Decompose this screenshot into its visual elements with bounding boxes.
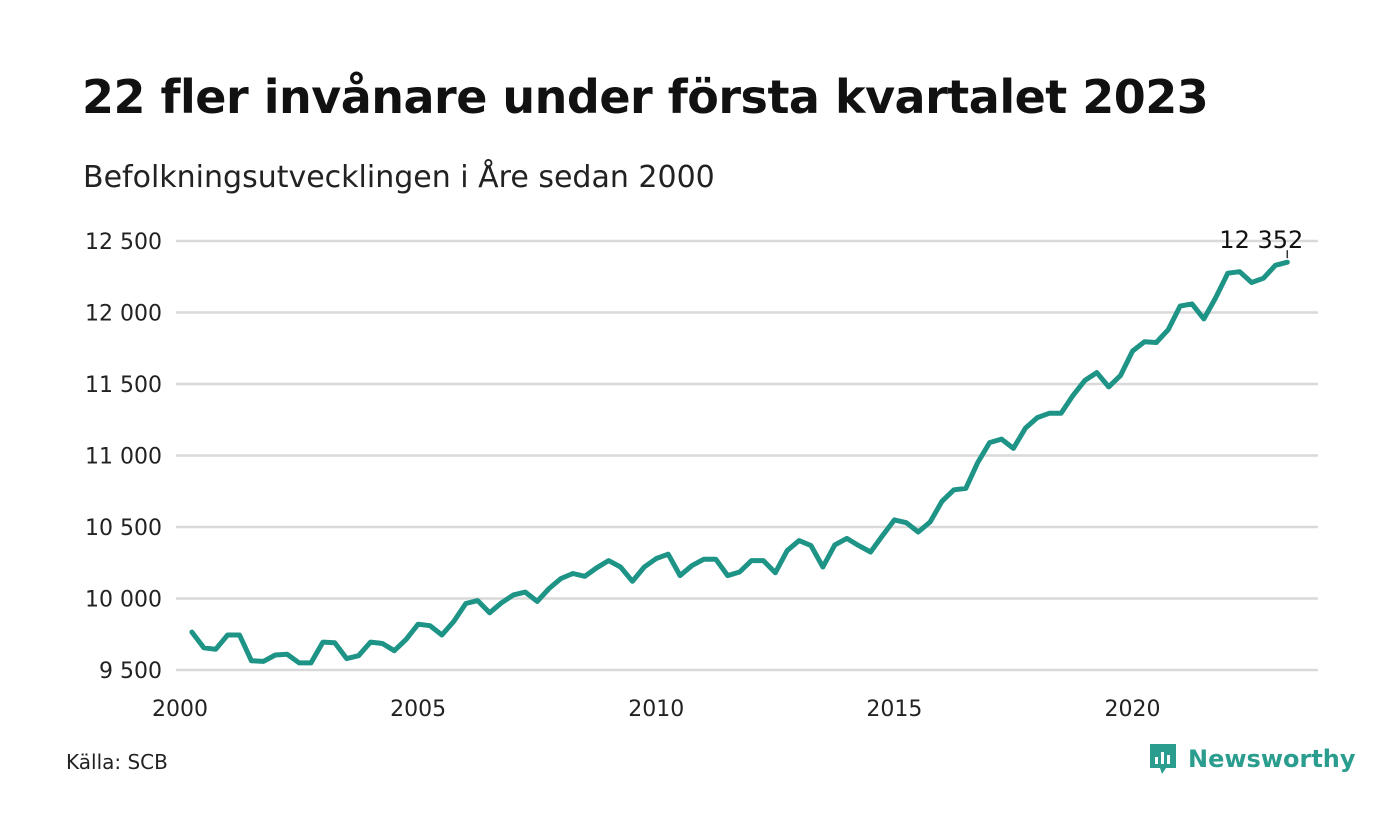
chart-title: 22 fler invånare under första kvartalet …: [82, 70, 1209, 124]
x-tick-label: 2010: [628, 697, 684, 722]
y-tick-label: 11 500: [85, 373, 162, 398]
x-tick-label: 2005: [390, 697, 446, 722]
x-tick-label: 2020: [1105, 697, 1161, 722]
source-note: Källa: SCB: [66, 750, 168, 774]
y-tick-label: 11 000: [85, 445, 162, 470]
end-annotation: 12 352: [1219, 226, 1303, 259]
y-tick-label: 10 000: [85, 588, 162, 613]
gridlines: [176, 239, 1318, 672]
y-tick-label: 9 500: [99, 659, 162, 684]
y-tick-label: 12 000: [85, 302, 162, 327]
series-line: [189, 259, 1290, 666]
x-axis-ticks: 2000 2005 2010 2015 2020: [152, 697, 1161, 722]
chart-subtitle: Befolkningsutvecklingen i Åre sedan 2000: [83, 160, 715, 195]
y-axis-ticks: 9 500 10 000 10 500 11 000 11 500 12 000 12 50…: [85, 230, 162, 684]
brand-name: Newsworthy: [1188, 745, 1356, 773]
x-tick-label: 2015: [866, 697, 922, 722]
y-tick-label: 10 500: [85, 516, 162, 541]
brand-logo[interactable]: Newsworthy: [1148, 742, 1356, 776]
series: [189, 259, 1290, 666]
end-value-label: 12 352: [1219, 226, 1303, 254]
bar-chart-speech-bubble-icon: [1150, 744, 1176, 774]
y-tick-label: 12 500: [85, 230, 162, 255]
x-tick-label: 2000: [152, 697, 208, 722]
